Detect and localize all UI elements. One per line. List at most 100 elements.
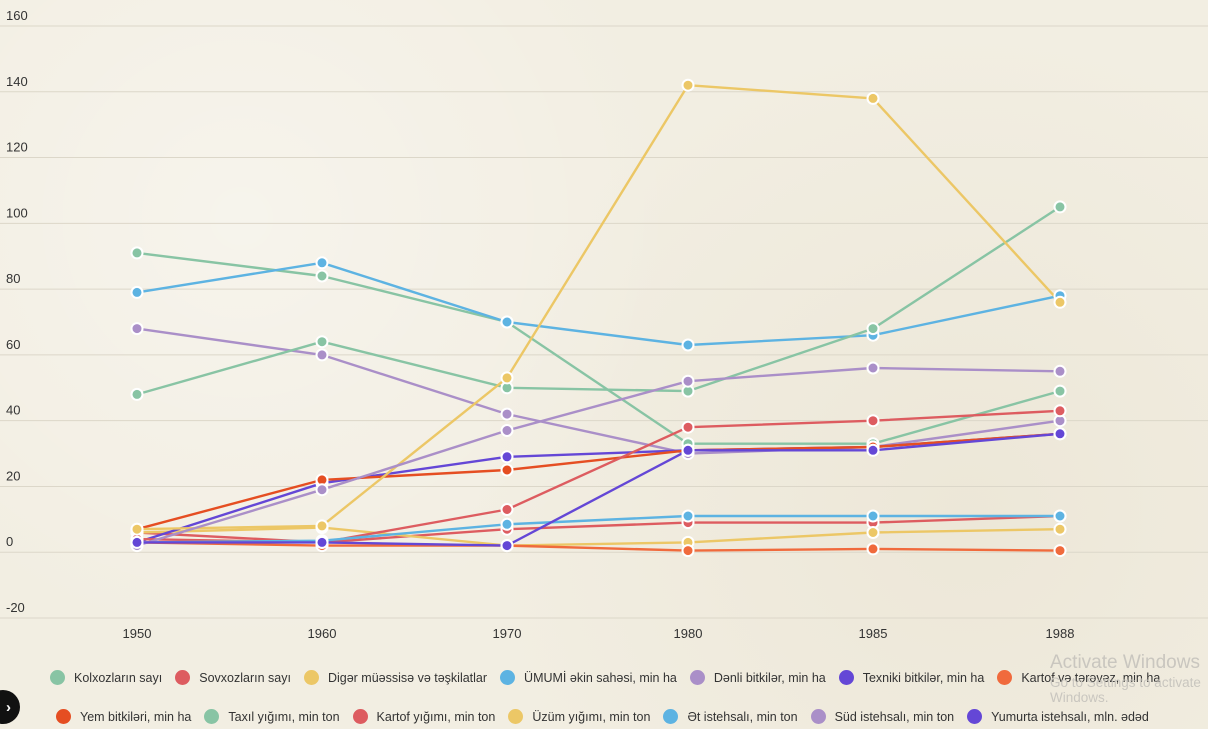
data-point[interactable] (1053, 427, 1067, 441)
legend-label: Taxıl yığımı, min ton (228, 709, 340, 724)
legend-label: Kartof yığımı, min ton (376, 709, 496, 724)
legend-swatch (175, 670, 191, 685)
legend-item[interactable]: Digər müəssisə və təşkilatlar (303, 670, 487, 685)
legend-swatch (689, 670, 705, 685)
y-tick-label: 140 (6, 74, 28, 89)
legend-item[interactable]: Üzüm yığımı, min ton (508, 709, 650, 724)
series-line (136, 261, 1061, 347)
legend-label: Üzüm yığımı, min ton (532, 709, 651, 724)
data-point[interactable] (681, 544, 695, 558)
series-line (136, 205, 1061, 396)
chevron-right-icon[interactable]: › (0, 690, 20, 724)
activate-windows-watermark: Activate Windows Go to Settings to activ… (1050, 652, 1208, 705)
data-point[interactable] (315, 348, 329, 362)
x-tick-label: 1985 (859, 626, 888, 641)
data-point[interactable] (681, 338, 695, 352)
data-point[interactable] (130, 522, 144, 536)
x-axis-ticks: 1950 1960 1970 1980 1985 1988 (123, 626, 1075, 641)
series-line (136, 526, 1061, 547)
y-tick-label: 20 (6, 468, 20, 483)
legend-item[interactable]: Süd istehsalı, min ton (810, 709, 955, 724)
data-point[interactable] (1053, 404, 1067, 418)
data-point[interactable] (315, 535, 329, 549)
data-point[interactable] (130, 535, 144, 549)
data-point[interactable] (1053, 295, 1067, 309)
legend-item[interactable]: Yem bitkiləri, min ha (56, 709, 191, 724)
data-point[interactable] (500, 407, 514, 421)
legend-item[interactable]: Kolxozların sayı (50, 670, 162, 685)
series-line (137, 432, 1061, 547)
data-point[interactable] (130, 285, 144, 299)
legend-item[interactable]: Dənli bitkilər, min ha (689, 670, 826, 685)
legend-label: ÜMUMİ əkin sahəsi, min ha (524, 670, 677, 685)
y-tick-label: 0 (6, 534, 13, 549)
data-point[interactable] (866, 361, 880, 375)
watermark-subtitle: Go to Settings to activate Windows. (1050, 675, 1201, 705)
y-tick-label: 120 (6, 140, 28, 155)
data-point[interactable] (1053, 522, 1067, 536)
legend-item[interactable]: Kartof və tərəvəz, min ha (997, 670, 1160, 685)
data-point[interactable] (130, 387, 144, 401)
line-chart: -20 0 20 40 60 80 100 120 140 160 1950 1960 1970 198… (0, 8, 1208, 641)
data-point[interactable] (866, 443, 880, 457)
legend-item[interactable]: Ət istehsalı, min ton (663, 709, 798, 724)
legend-label: Texniki bitkilər, min ha (862, 670, 985, 685)
legend-item[interactable]: Kartof yığımı, min ton (352, 709, 496, 724)
data-point[interactable] (866, 542, 880, 556)
data-point[interactable] (1053, 544, 1067, 558)
data-point[interactable] (1053, 364, 1067, 378)
legend-item[interactable]: ÜMUMİ əkin sahəsi, min ha (500, 670, 677, 685)
data-point[interactable] (315, 269, 329, 283)
data-point[interactable] (1053, 200, 1067, 214)
legend-item[interactable]: Yumurta istehsalı, mln. ədəd (967, 709, 1149, 724)
x-tick-label: 1988 (1046, 626, 1075, 641)
data-point[interactable] (500, 315, 514, 329)
legend-row-1: Kolxozların sayı Sovxozların sayı Digər mü… (0, 670, 1208, 685)
y-tick-label: 60 (6, 337, 20, 352)
legend-label: Kolxozların sayı (74, 670, 163, 685)
data-point[interactable] (500, 517, 514, 531)
legend-swatch (967, 709, 983, 724)
data-point[interactable] (681, 509, 695, 523)
data-point[interactable] (130, 246, 144, 260)
legend-item[interactable]: Taxıl yığımı, min ton (204, 709, 340, 724)
data-point[interactable] (1053, 384, 1067, 398)
y-tick-label: 40 (6, 403, 20, 418)
data-point[interactable] (130, 322, 144, 336)
legend-item[interactable]: Texniki bitkilər, min ha (838, 670, 985, 685)
data-point[interactable] (315, 256, 329, 270)
data-point[interactable] (1053, 509, 1067, 523)
series-lines (136, 83, 1061, 552)
data-point[interactable] (681, 374, 695, 388)
legend-swatch (56, 709, 71, 724)
gridlines (0, 25, 1208, 619)
data-point[interactable] (866, 526, 880, 539)
data-point[interactable] (866, 322, 880, 336)
data-point[interactable] (866, 509, 880, 523)
x-tick-label: 1950 (123, 626, 152, 641)
y-tick-label: 80 (6, 271, 20, 286)
data-point[interactable] (681, 78, 695, 92)
data-point[interactable] (500, 503, 514, 516)
data-point[interactable] (315, 483, 329, 497)
legend-swatch (508, 709, 524, 724)
legend-label: Süd istehsalı, min ton (834, 709, 955, 724)
x-tick-label: 1970 (493, 626, 522, 641)
y-tick-label: -20 (6, 600, 25, 615)
legend-label: Yem bitkiləri, min ha (80, 709, 192, 724)
data-point[interactable] (315, 519, 329, 533)
data-point[interactable] (866, 414, 880, 428)
series-line (136, 514, 1060, 544)
data-point[interactable] (681, 420, 695, 434)
data-point[interactable] (500, 539, 514, 553)
legend-item[interactable]: Sovxozların sayı (175, 670, 291, 685)
data-point[interactable] (500, 371, 514, 385)
legend-row-2: Yem bitkiləri, min ha Taxıl yığımı, min t… (0, 709, 1208, 724)
data-point[interactable] (315, 335, 329, 349)
data-point[interactable] (681, 443, 695, 457)
legend-label: Dənli bitkilər, min ha (713, 670, 826, 685)
data-point[interactable] (866, 91, 880, 105)
data-point[interactable] (500, 450, 514, 464)
data-point[interactable] (500, 463, 514, 477)
data-point[interactable] (500, 424, 514, 437)
